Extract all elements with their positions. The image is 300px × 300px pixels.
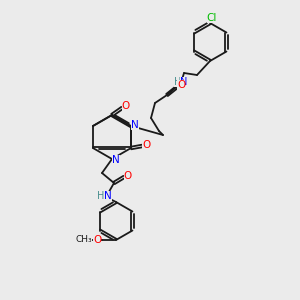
Text: H: H <box>174 77 182 87</box>
Text: O: O <box>124 171 132 181</box>
Text: Cl: Cl <box>207 13 217 23</box>
Text: N: N <box>112 155 120 165</box>
Text: CH₃: CH₃ <box>76 236 92 244</box>
Text: O: O <box>142 140 150 150</box>
Text: N: N <box>131 120 139 130</box>
Text: N: N <box>180 77 188 87</box>
Text: O: O <box>177 80 185 90</box>
Text: O: O <box>93 235 101 245</box>
Text: O: O <box>122 101 130 111</box>
Text: N: N <box>104 191 112 201</box>
Text: H: H <box>97 191 105 201</box>
